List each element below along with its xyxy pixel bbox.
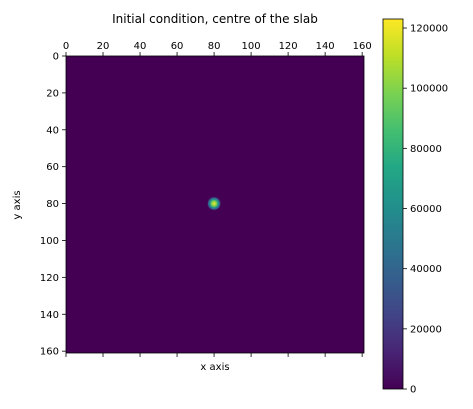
y-tick-label: 80 [46, 199, 59, 210]
x-tick-label: 20 [97, 41, 110, 52]
colorbar-tick-label: 20000 [410, 324, 442, 335]
x-axis-label: x axis [200, 362, 229, 373]
colorbar-tick-label: 100000 [410, 84, 448, 95]
colorbar [382, 18, 404, 390]
x-tick-label: 40 [134, 41, 147, 52]
x-axis-top-ticks: 0 20 40 60 80 100 120 140 160 [63, 41, 372, 56]
y-axis-label: y axis [12, 190, 23, 219]
y-tick-label: 40 [46, 125, 59, 136]
hotspot-mark [207, 196, 222, 211]
colorbar-tick-label: 0 [410, 385, 416, 396]
colorbar-tick-label: 120000 [410, 24, 448, 35]
x-tick-label: 100 [242, 41, 261, 52]
y-tick-label: 160 [40, 347, 59, 358]
x-tick-label: 80 [208, 41, 221, 52]
plot-frame [65, 55, 365, 354]
x-tick-label: 0 [63, 41, 69, 52]
x-tick-label: 140 [316, 41, 335, 52]
y-tick-label: 0 [53, 52, 59, 63]
colorbar-tick-label: 80000 [410, 144, 442, 155]
y-tick-label: 20 [46, 88, 59, 99]
x-tick-label: 60 [171, 41, 184, 52]
colorbar-ticks: 0 20000 40000 60000 80000 100000 120000 [403, 24, 448, 396]
colorbar-tick-label: 60000 [410, 204, 442, 215]
x-tick-label: 160 [353, 41, 372, 52]
y-tick-label: 100 [40, 236, 59, 247]
y-tick-label: 120 [40, 273, 59, 284]
y-tick-label: 140 [40, 310, 59, 321]
y-tick-label: 60 [46, 162, 59, 173]
chart-title: Initial condition, centre of the slab [112, 12, 318, 26]
x-tick-label: 120 [279, 41, 298, 52]
colorbar-tick-label: 40000 [410, 264, 442, 275]
x-axis-bottom-ticks [65, 353, 363, 357]
y-axis-ticks: 0 20 40 60 80 100 120 140 160 [40, 52, 66, 358]
